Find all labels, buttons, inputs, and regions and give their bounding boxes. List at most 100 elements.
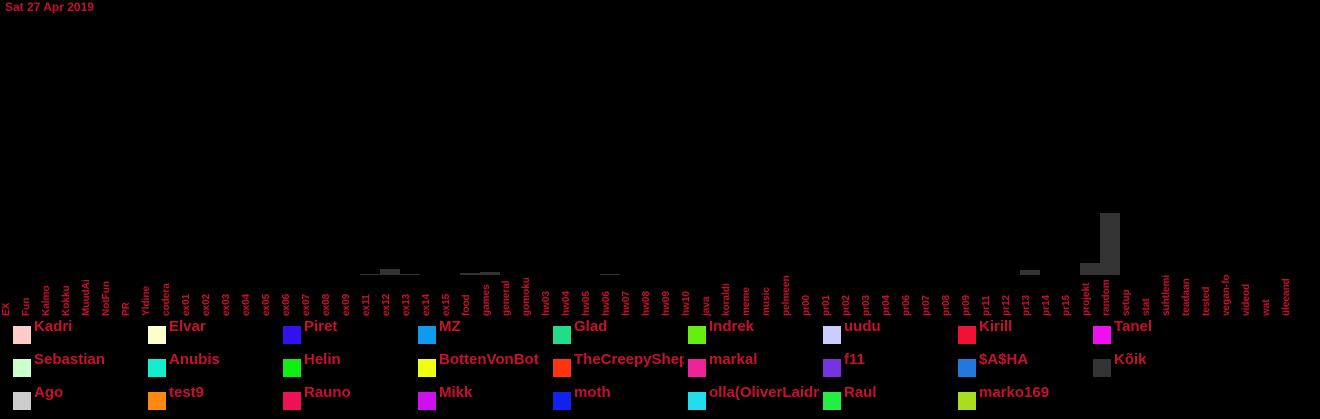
bar-chart: EX Fun Kalmo Kokku MuudAi NotFun PR Yldine coder…	[1, 213, 1292, 317]
bar-ex12	[380, 269, 400, 275]
legend-swatch	[553, 392, 571, 410]
category-label: pr07	[921, 294, 932, 316]
category-label: EX	[1, 302, 12, 316]
legend-swatch	[283, 326, 301, 344]
legend-label: moth	[574, 384, 611, 401]
legend-item: Glad	[553, 318, 688, 344]
category-label: ex11	[361, 294, 372, 316]
category-label: pr14	[1041, 294, 1052, 316]
legend-label: olla(OliverLaidma)	[709, 384, 819, 401]
category-label: java	[701, 296, 712, 317]
category-label: Yldine	[141, 286, 152, 316]
legend-swatch	[1093, 326, 1111, 344]
legend-item: moth	[553, 384, 688, 410]
bar-projekt	[1080, 263, 1100, 275]
bar-ex13	[400, 274, 420, 275]
category-label: ex15	[441, 293, 452, 316]
category-label: NotFun	[101, 281, 112, 316]
legend-label: Rauno	[304, 384, 351, 401]
legend-swatch	[148, 359, 166, 377]
category-label: games	[481, 284, 492, 316]
category-label: projekt	[1081, 282, 1092, 316]
bar-pr13	[1020, 270, 1040, 275]
category-label: hw10	[681, 291, 692, 316]
legend-label: Helin	[304, 351, 341, 368]
legend-label: Sebastian	[34, 351, 105, 368]
legend-label: marko169	[979, 384, 1050, 401]
category-label: gomoku	[521, 277, 532, 316]
legend-item: test9	[148, 384, 283, 410]
category-label: Kokku	[61, 285, 72, 316]
legend-label: Ago	[34, 384, 64, 401]
category-label: music	[761, 287, 772, 316]
legend-label: uudu	[844, 318, 881, 335]
legend-item: Kirill	[958, 318, 1093, 344]
category-label: hw06	[601, 291, 612, 316]
legend-label: Indrek	[709, 318, 755, 335]
legend-label: Mikk	[439, 384, 473, 401]
legend-swatch	[823, 326, 841, 344]
legend-item: Tanel	[1093, 318, 1228, 344]
bar-hw06	[600, 274, 620, 275]
category-label: pr11	[981, 295, 992, 316]
category-label: hw07	[621, 291, 632, 316]
category-label: codera	[161, 283, 172, 316]
legend-label: f11	[844, 351, 865, 368]
category-label: hw08	[641, 291, 652, 316]
legend-swatch	[958, 359, 976, 377]
legend-label: TheCreepyShepherd	[574, 351, 684, 368]
category-label: hw03	[541, 291, 552, 316]
category-label: ex07	[301, 293, 312, 316]
legend-item: BottenVonBot	[418, 351, 553, 377]
legend-label: test9	[169, 384, 205, 401]
legend-item: Elvar	[148, 318, 283, 344]
legend-item: MZ	[418, 318, 553, 344]
legend-item: Mikk	[418, 384, 553, 410]
legend-label: Kõik	[1114, 351, 1147, 368]
category-label: vegan-fovegan-food	[1221, 274, 1232, 316]
category-label: ex03	[221, 293, 232, 316]
legend-label: BottenVonBot	[439, 351, 539, 368]
category-label: random	[1101, 279, 1112, 316]
legend-swatch	[553, 359, 571, 377]
category-label: pelmeen	[781, 275, 792, 316]
legend-swatch	[553, 326, 571, 344]
legend-label: Tanel	[1114, 318, 1153, 335]
legend-item: Sebastian	[13, 351, 148, 377]
category-label: pr04	[881, 294, 892, 316]
category-label: ex08	[321, 293, 332, 316]
category-label: ex13	[401, 293, 412, 316]
category-label: ex12	[381, 293, 392, 316]
legend-swatch	[13, 392, 31, 410]
legend-item: Rauno	[283, 384, 418, 410]
legend-label: Glad	[574, 318, 608, 335]
legend-swatch	[688, 392, 706, 410]
category-label: hw05	[581, 291, 592, 316]
category-label: general	[501, 280, 512, 316]
legend-label: Kadri	[34, 318, 73, 335]
category-label: pr15	[1061, 294, 1072, 316]
legend-item: Kõik	[1093, 351, 1228, 377]
legend-label: Raul	[844, 384, 877, 401]
category-label: tested	[1201, 287, 1212, 316]
category-label: hw09	[661, 291, 672, 316]
category-label: ex02	[201, 293, 212, 316]
legend-item: Indrek	[688, 318, 823, 344]
category-label: Kalmo	[41, 285, 52, 316]
category-label: ex14	[421, 293, 432, 316]
category-label: pr03	[861, 294, 872, 316]
category-label: pr08	[941, 294, 952, 316]
legend-item: markal	[688, 351, 823, 377]
legend-swatch	[148, 392, 166, 410]
category-label: ex04	[241, 293, 252, 316]
legend-label: markal	[709, 351, 758, 368]
category-label: ex06	[281, 293, 292, 316]
legend-swatch	[283, 392, 301, 410]
category-label: food	[461, 294, 472, 316]
category-label: pr00	[801, 294, 812, 316]
legend-item: Helin	[283, 351, 418, 377]
category-label: pr12	[1001, 294, 1012, 316]
category-label: pr06	[901, 294, 912, 316]
category-label: ex01	[181, 293, 192, 316]
category-label: stat	[1141, 298, 1152, 316]
